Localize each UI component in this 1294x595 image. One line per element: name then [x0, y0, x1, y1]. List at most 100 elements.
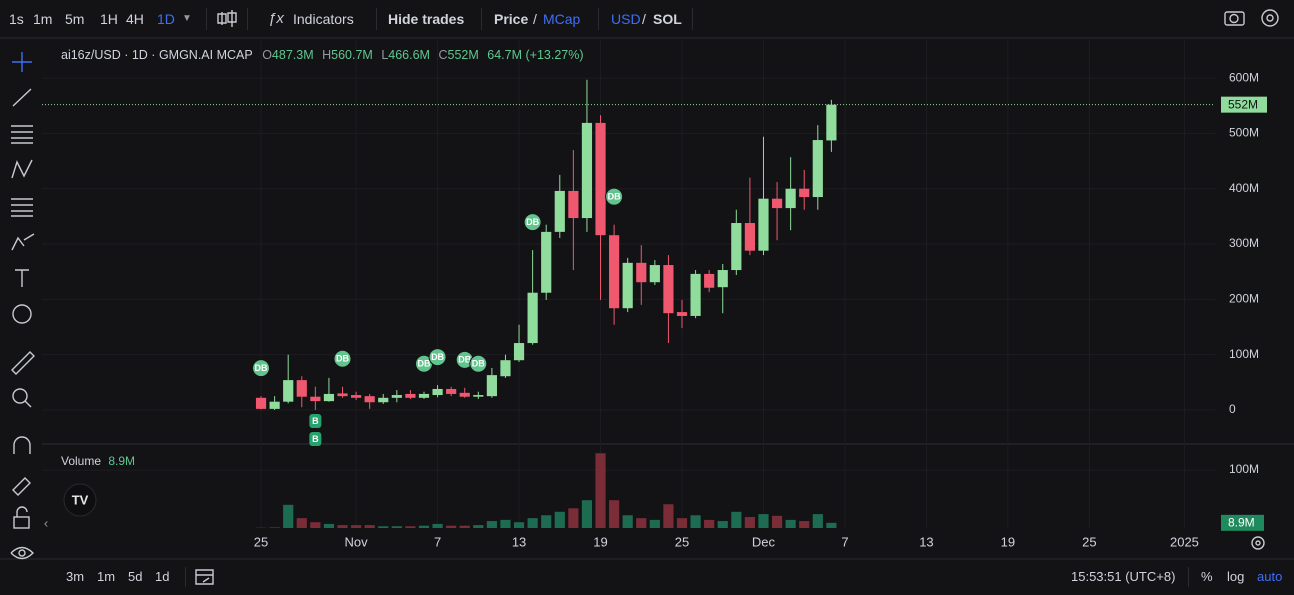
- candle-body: [812, 140, 823, 198]
- x-tick-label: 7: [841, 534, 848, 549]
- range-button[interactable]: 5d: [128, 569, 143, 584]
- volume-bar: [568, 508, 579, 528]
- interval[interactable]: 4H: [126, 11, 144, 27]
- visibility-tool[interactable]: [10, 546, 34, 560]
- ruler-tool[interactable]: [11, 351, 35, 375]
- x-tick-label: 2025: [1170, 534, 1199, 549]
- volume-bar: [405, 526, 416, 528]
- pattern-tool[interactable]: [11, 159, 33, 179]
- channel-tool[interactable]: [11, 125, 33, 144]
- interval-active[interactable]: 1D: [157, 11, 175, 27]
- volume-bar: [513, 522, 525, 528]
- trade-marker-label: DB: [472, 359, 485, 369]
- volume-bar: [541, 515, 552, 528]
- logo: [63, 483, 97, 517]
- separator: [481, 8, 482, 30]
- indicators-button[interactable]: Indicators: [293, 11, 354, 27]
- last-price-tag: [1221, 96, 1267, 113]
- volume-value: 8.9M: [108, 454, 136, 468]
- trade-marker: [523, 213, 542, 232]
- x-tick-label: 13: [512, 534, 526, 549]
- interval[interactable]: 1s: [9, 11, 24, 27]
- last-volume-label: 8.9M: [1228, 516, 1255, 530]
- legend-value: 466.6M: [388, 48, 430, 62]
- legend-key: H: [322, 48, 332, 62]
- date-range[interactable]: [195, 569, 214, 585]
- trade-marker-label: B: [312, 434, 319, 444]
- last-price-label: 552M: [1228, 97, 1258, 111]
- chart-type[interactable]: [217, 10, 237, 27]
- emoji-tool[interactable]: [12, 304, 32, 324]
- price-toggle[interactable]: Price: [494, 11, 529, 27]
- x-tick-label: 25: [675, 534, 689, 549]
- volume-bar: [283, 504, 294, 528]
- mcap-toggle[interactable]: MCap: [543, 11, 581, 27]
- candle-body: [459, 392, 470, 397]
- trade-marker-label: B: [312, 416, 319, 426]
- y-tick-label: 200M: [1229, 292, 1259, 306]
- text-tool[interactable]: [15, 269, 29, 287]
- candle-body: [418, 393, 430, 398]
- interval[interactable]: 1m: [33, 11, 53, 27]
- legend-key: O: [262, 48, 272, 62]
- settings-button[interactable]: [1261, 9, 1279, 27]
- trade-marker: [605, 187, 624, 206]
- interval[interactable]: 1H: [100, 11, 118, 27]
- line-tool[interactable]: [12, 88, 32, 107]
- symbol: ai16z/USD · 1D · GMGN.AI MCAP: [61, 48, 253, 62]
- volume-bar: [636, 518, 647, 528]
- crosshair-tool[interactable]: [12, 52, 32, 72]
- auto-toggle[interactable]: auto: [1257, 569, 1283, 584]
- magnet-tool[interactable]: [13, 436, 31, 454]
- collapse-arrow[interactable]: ‹: [44, 515, 48, 530]
- trade-marker: [252, 359, 271, 378]
- volume-bar: [473, 525, 484, 528]
- trade-marker-label: DB: [458, 355, 471, 365]
- edit-tool[interactable]: [12, 477, 31, 496]
- zoom-tool[interactable]: [12, 388, 28, 404]
- candle-body: [310, 396, 321, 402]
- candle-body: [432, 388, 443, 396]
- lock-tool[interactable]: [13, 516, 30, 529]
- log-toggle[interactable]: log: [1227, 569, 1245, 584]
- volume-bar: [812, 514, 823, 528]
- candle-body: [269, 401, 280, 409]
- percent-toggle[interactable]: %: [1201, 569, 1213, 584]
- hide-trades-button[interactable]: Hide trades: [388, 11, 465, 27]
- interval[interactable]: 5m: [65, 11, 85, 27]
- screenshot-button[interactable]: [1224, 11, 1245, 26]
- volume-bar: [337, 525, 348, 528]
- legend-key: L: [381, 48, 389, 62]
- separator: [247, 8, 248, 30]
- usd-toggle[interactable]: USD: [611, 11, 641, 27]
- range-button[interactable]: 1d: [155, 569, 170, 584]
- candle-body: [676, 312, 688, 316]
- volume-bar: [378, 526, 389, 528]
- x-tick-label: Nov: [345, 534, 369, 549]
- volume-bar: [554, 511, 565, 528]
- volume-bar: [826, 522, 837, 528]
- axis-settings[interactable]: [1251, 536, 1265, 550]
- volume-bar: [595, 453, 606, 528]
- range-button[interactable]: 1m: [97, 569, 116, 584]
- candle-body: [337, 393, 348, 397]
- legend-value: 560.7M: [331, 48, 373, 62]
- sol-toggle[interactable]: SOL: [653, 11, 682, 27]
- fib-tool[interactable]: [11, 198, 33, 217]
- trade-marker-label: DB: [608, 192, 621, 202]
- volume-bar: [351, 525, 362, 528]
- candle-body: [771, 198, 783, 209]
- range-button[interactable]: 3m: [66, 569, 85, 584]
- volume-legend: Volume 8.9M: [61, 453, 135, 469]
- volume-bar: [459, 525, 470, 528]
- candle-body: [473, 395, 484, 397]
- brush-tool[interactable]: [11, 233, 35, 251]
- x-tick-label: 19: [593, 534, 607, 549]
- trade-marker: [309, 431, 322, 446]
- candle-body: [296, 380, 307, 397]
- interval-dropdown[interactable]: ▼: [182, 13, 192, 24]
- candle-body: [364, 396, 375, 403]
- candle-body: [690, 273, 701, 316]
- x-tick-label: 25: [254, 534, 268, 549]
